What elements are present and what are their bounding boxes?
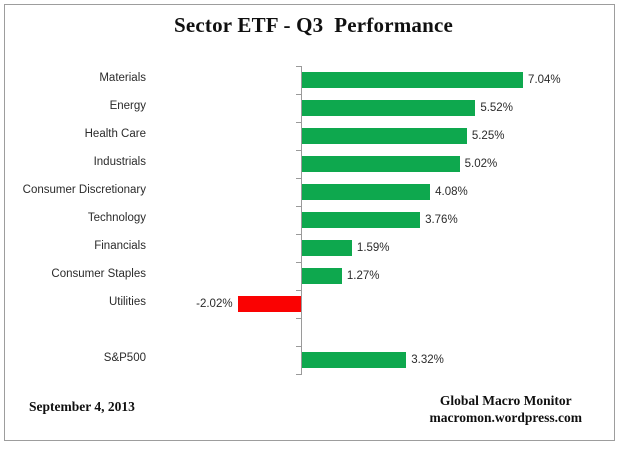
category-label: Utilities [108, 296, 146, 308]
bar-value-label: 3.76% [425, 214, 458, 226]
category-label: Materials [99, 72, 146, 84]
bar-value-label: 3.32% [411, 354, 444, 366]
bar-value-label: -2.02% [196, 298, 233, 310]
bar-positive [302, 128, 467, 144]
category-label: Industrials [93, 156, 146, 168]
bar-row: Utilities -2.02% [0, 290, 627, 318]
axis-tick [296, 290, 301, 291]
bar-row: Consumer Staples 1.27% [0, 262, 627, 290]
bar-value-label: 5.02% [464, 158, 498, 170]
bar-positive [302, 212, 421, 228]
category-label: Consumer Staples [51, 268, 146, 280]
footer-credit-title: Global Macro Monitor [439, 393, 572, 408]
bar-value-label: 1.27% [346, 270, 380, 282]
axis-tick [296, 262, 301, 263]
bar-positive [302, 156, 460, 172]
category-label: Health Care [84, 128, 146, 140]
axis-tick [296, 318, 301, 319]
axis-tick [296, 206, 301, 207]
axis-tick [296, 346, 301, 347]
axis-tick [296, 66, 301, 67]
bar-row: Health Care 5.25% [0, 122, 627, 150]
bar-row: Technology 3.76% [0, 206, 627, 234]
bar-row: Consumer Discretionary 4.08% [0, 178, 627, 206]
bar-positive [302, 184, 431, 200]
bar-row [0, 318, 627, 346]
footer-credit-url: macromon.wordpress.com [429, 410, 582, 425]
axis-tick [296, 94, 301, 95]
bar-positive [302, 352, 407, 368]
bar-positive [302, 240, 352, 256]
bar-row: Industrials 5.02% [0, 150, 627, 178]
bar-row: Financials 1.59% [0, 234, 627, 262]
bar-negative [237, 296, 301, 312]
bar-value-label: 4.08% [435, 186, 468, 198]
bar-row: Materials 7.04% [0, 66, 627, 94]
bar-positive [302, 268, 342, 284]
footer-credit: Global Macro Monitor macromon.wordpress.… [430, 392, 582, 426]
zero-axis-line [301, 66, 302, 375]
footer-date: September 4, 2013 [29, 399, 135, 414]
axis-tick [296, 374, 301, 375]
bar-positive [302, 72, 524, 88]
axis-tick [296, 178, 301, 179]
axis-tick [296, 150, 301, 151]
axis-tick [296, 122, 301, 123]
axis-tick [296, 234, 301, 235]
bar-value-label: 5.25% [471, 130, 505, 142]
bar-value-label: 5.52% [480, 102, 513, 114]
category-label: Consumer Discretionary [22, 184, 146, 196]
bar-value-label: 1.59% [356, 242, 390, 254]
chart-title: Sector ETF - Q3 Performance [173, 13, 454, 37]
category-label: S&P500 [103, 352, 146, 364]
bar-positive [302, 100, 476, 116]
category-label: Financials [94, 240, 146, 252]
bar-value-label: 7.04% [528, 74, 561, 86]
bar-row: S&P500 3.32% [0, 346, 627, 374]
category-label: Energy [109, 100, 146, 112]
bar-row: Energy 5.52% [0, 94, 627, 122]
category-label: Technology [87, 212, 146, 224]
